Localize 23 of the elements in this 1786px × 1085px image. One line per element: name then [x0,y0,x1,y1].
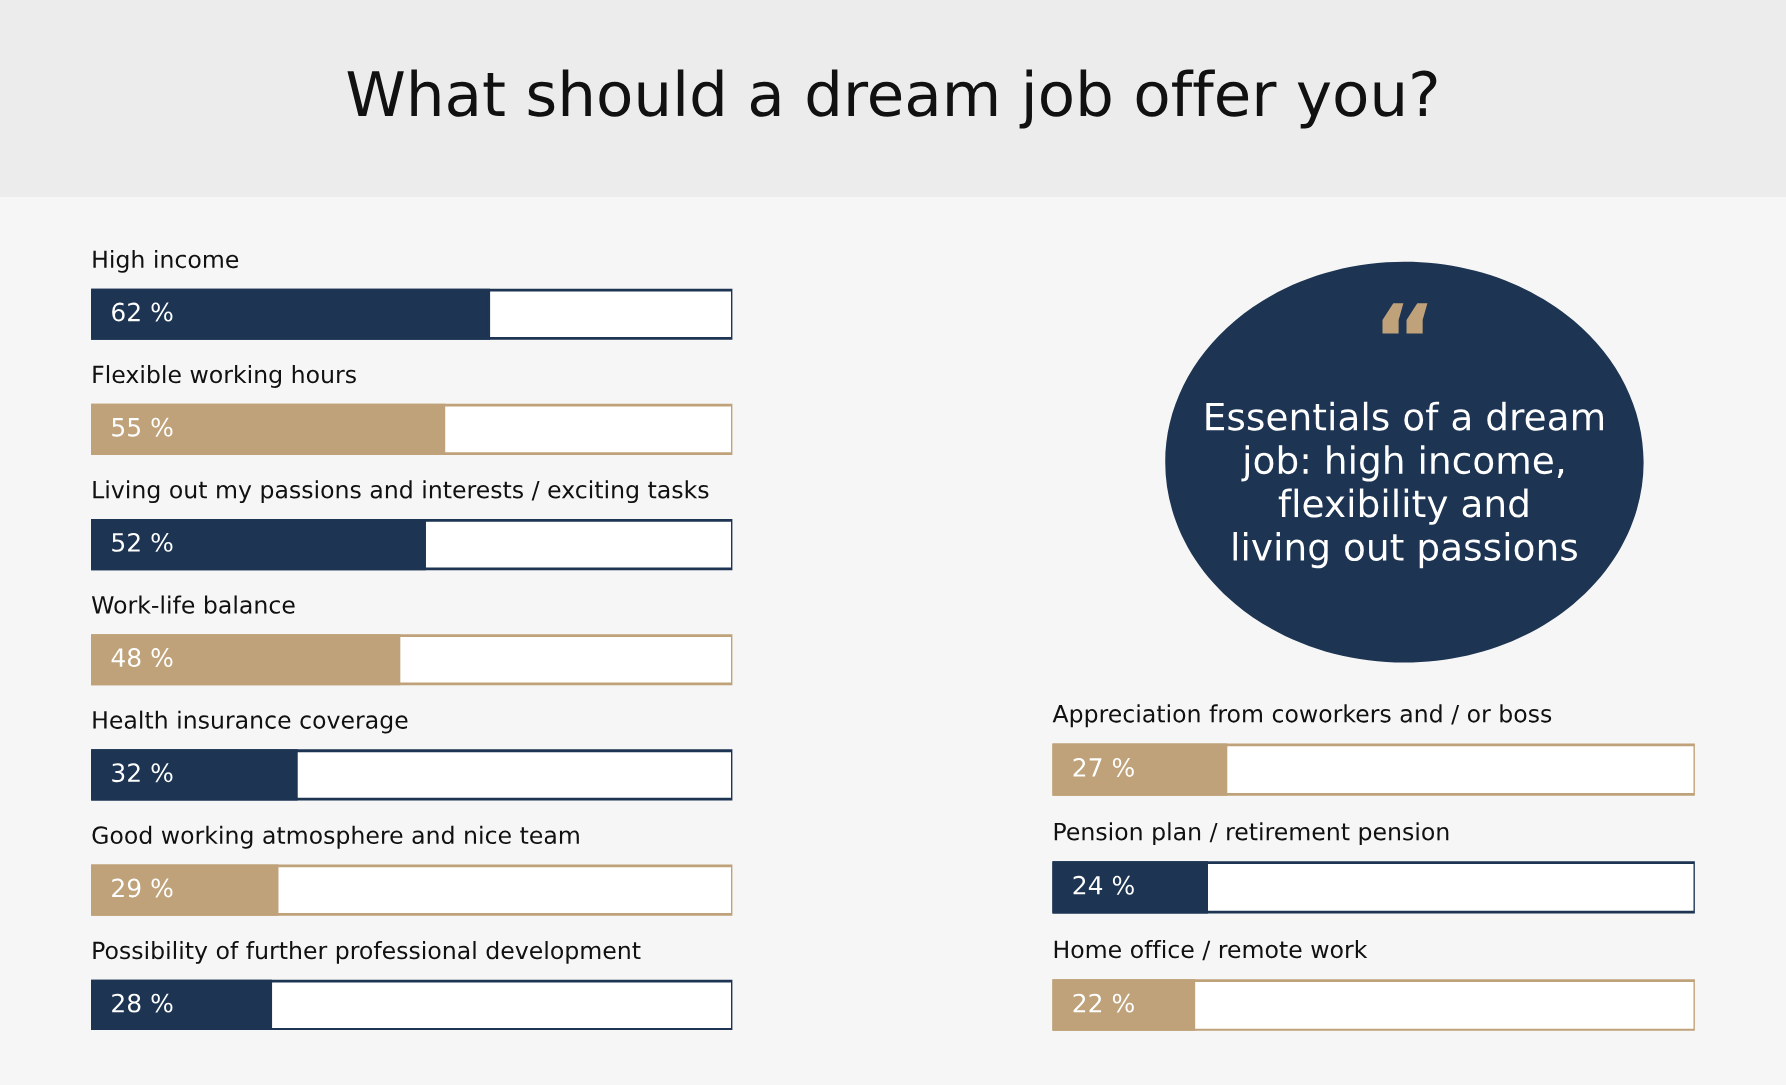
data-label: 55 % [112,417,173,437]
data-label: 48 % [111,648,173,668]
category-label: Possibility of further professional development [93,940,641,964]
category-label: High income [93,249,239,273]
data-label: 29 % [112,878,173,898]
category-label: Work-life balance [91,595,295,614]
text: “ [1382,303,1428,334]
data-label: 52 % [112,532,173,552]
data-label: 32 % [112,763,173,783]
category-label: Flexible working hours [93,365,356,388]
category-label: Home office / remote work [1054,940,1368,961]
data-label: 62 % [112,302,173,322]
text: What should a dream job offer you? [347,69,1437,129]
data-label: 28 % [112,993,173,1013]
data-label: 27 % [1073,757,1134,777]
text: Essentials of a dream job: high income, flexibility and living out passions [1206,401,1603,569]
category-label: Appreciation from coworkers and / or boss [1052,704,1552,728]
category-label: Good working atmosphere and nice team [92,825,579,849]
category-label: Living out my passions and interests / exciting tasks [93,480,709,504]
data-label: 22 % [1073,993,1134,1013]
data-label: 24 % [1073,875,1134,895]
category-label: Health insurance coverage [93,710,408,734]
category-label: Pension plan / retirement pension [1054,822,1449,846]
